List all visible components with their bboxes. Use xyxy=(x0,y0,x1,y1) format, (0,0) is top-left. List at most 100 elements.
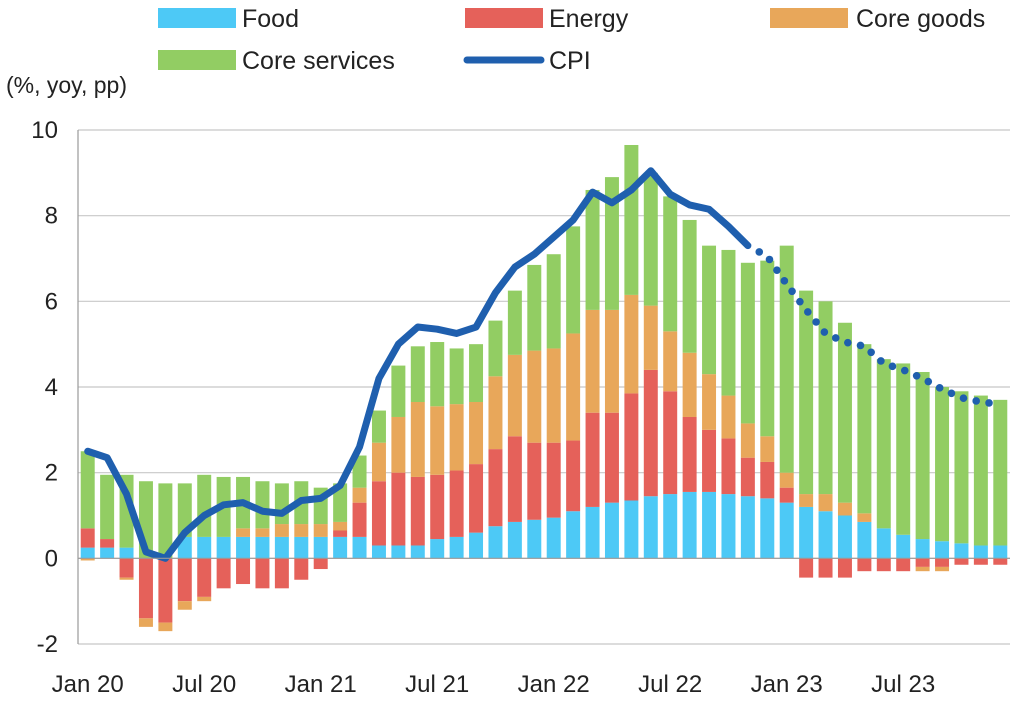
bar-segment-energy xyxy=(410,476,425,546)
bar-segment-core-goods xyxy=(469,401,484,465)
bar-segment-core-goods xyxy=(566,333,581,441)
x-tick-label: Jul 21 xyxy=(405,671,469,698)
bar-segment-core-goods xyxy=(527,350,542,443)
bar-segment-core-services xyxy=(410,346,425,402)
bar-segment-core-services xyxy=(876,359,891,529)
bar-segment-energy xyxy=(935,558,950,567)
bar-segment-energy xyxy=(391,472,406,546)
bar-segment-food xyxy=(119,547,134,559)
legend-label-cpi: CPI xyxy=(549,47,591,75)
cpi-line-actual xyxy=(84,167,752,562)
bar-segment-core-goods xyxy=(177,601,192,610)
bar-segment-energy xyxy=(488,449,503,527)
bar-segment-core-goods xyxy=(760,436,775,462)
bar-segment-food xyxy=(935,541,950,559)
bar-segment-energy xyxy=(973,558,988,565)
bar-segment-energy xyxy=(158,558,173,623)
bar-segment-food xyxy=(566,511,581,559)
bar-segment-core-goods xyxy=(663,331,678,392)
bar-segment-core-goods xyxy=(585,309,600,413)
bar-segment-energy xyxy=(236,558,251,585)
bar-segment-energy xyxy=(721,438,736,495)
bar-segment-energy xyxy=(566,440,581,512)
cpi-line-forecast-dot xyxy=(912,371,921,380)
x-tick-label: Jan 22 xyxy=(518,671,590,698)
bar-segment-food xyxy=(410,545,425,559)
y-tick-label: 6 xyxy=(45,288,58,315)
bar-segment-core-goods xyxy=(682,352,697,417)
bar-segment-core-goods xyxy=(119,577,134,580)
bar-segment-food xyxy=(313,536,328,559)
bar-segment-core-goods xyxy=(313,524,328,537)
bar-segment-core-goods xyxy=(488,376,503,450)
x-tick-label: Jul 23 xyxy=(871,671,935,698)
bar-segment-food xyxy=(857,521,872,559)
bar-segment-energy xyxy=(663,391,678,495)
bar-segment-energy xyxy=(197,558,212,597)
bar-segment-core-services xyxy=(158,483,173,559)
bar-segment-core-goods xyxy=(546,348,561,443)
bar-segment-energy xyxy=(876,558,891,572)
cpi-line-forecast-dot xyxy=(765,255,774,264)
bar-segment-core-services xyxy=(566,226,581,334)
bar-segment-food xyxy=(896,534,911,559)
bar-segment-energy xyxy=(546,442,561,518)
bar-segment-core-goods xyxy=(604,309,619,413)
cpi-line-forecast-dot xyxy=(935,384,944,392)
bar-segment-core-goods xyxy=(915,566,930,572)
bar-segment-food xyxy=(507,521,522,559)
bar-segment-energy xyxy=(993,558,1008,565)
bar-segment-food xyxy=(604,502,619,559)
bar-segment-energy xyxy=(294,558,309,580)
bar-segment-core-services xyxy=(643,172,658,306)
legend-label-food: Food xyxy=(242,5,299,33)
bar-segment-energy xyxy=(469,464,484,533)
bar-segment-core-services xyxy=(896,363,911,535)
bar-segment-core-goods xyxy=(391,416,406,473)
legend-label-core-services: Core services xyxy=(242,47,395,75)
bar-segment-food xyxy=(469,532,484,559)
bar-segment-energy xyxy=(682,416,697,492)
bar-segment-energy xyxy=(352,502,367,537)
bar-segment-core-services xyxy=(197,474,212,537)
bar-segment-core-goods xyxy=(255,528,270,537)
bar-segment-core-services xyxy=(993,399,1008,546)
bar-segment-food xyxy=(779,502,794,559)
bar-segment-core-goods xyxy=(857,513,872,522)
bar-segment-food xyxy=(624,500,639,559)
cpi-line-layer xyxy=(84,167,993,562)
bar-segment-energy xyxy=(507,436,522,522)
bar-segment-core-services xyxy=(818,301,833,495)
bar-segment-energy xyxy=(177,558,192,602)
cpi-line-forecast-dot xyxy=(985,399,993,407)
bar-segment-core-goods xyxy=(158,622,173,632)
y-tick-label: -2 xyxy=(37,631,58,658)
bar-segment-energy xyxy=(216,558,231,589)
bar-segment-food xyxy=(197,536,212,559)
bar-segment-food xyxy=(954,543,969,559)
x-tick-label: Jan 20 xyxy=(52,671,124,698)
bar-segment-food xyxy=(760,498,775,559)
bar-segment-core-goods xyxy=(352,487,367,503)
stacked-bars xyxy=(80,144,1008,632)
bar-segment-energy xyxy=(449,470,464,537)
bar-segment-food xyxy=(682,491,697,559)
bar-segment-core-services xyxy=(973,395,988,546)
bar-segment-food xyxy=(488,526,503,559)
bar-segment-core-services xyxy=(255,481,270,529)
bar-segment-core-goods xyxy=(274,524,289,537)
bar-segment-food xyxy=(216,536,231,559)
bar-segment-core-services xyxy=(663,196,678,332)
bar-segment-core-services xyxy=(954,391,969,544)
bar-segment-food xyxy=(643,496,658,559)
bar-segment-core-goods xyxy=(236,528,251,537)
bar-segment-energy xyxy=(837,558,852,578)
y-tick-label: 0 xyxy=(45,545,58,572)
bar-segment-core-goods xyxy=(80,558,95,561)
bar-segment-core-services xyxy=(760,260,775,437)
bar-segment-core-goods xyxy=(643,305,658,370)
bar-segment-core-services xyxy=(799,290,814,495)
bar-segment-energy xyxy=(779,487,794,503)
cpi-line-forecast-dot xyxy=(947,389,956,398)
bar-segment-core-services xyxy=(857,344,872,514)
